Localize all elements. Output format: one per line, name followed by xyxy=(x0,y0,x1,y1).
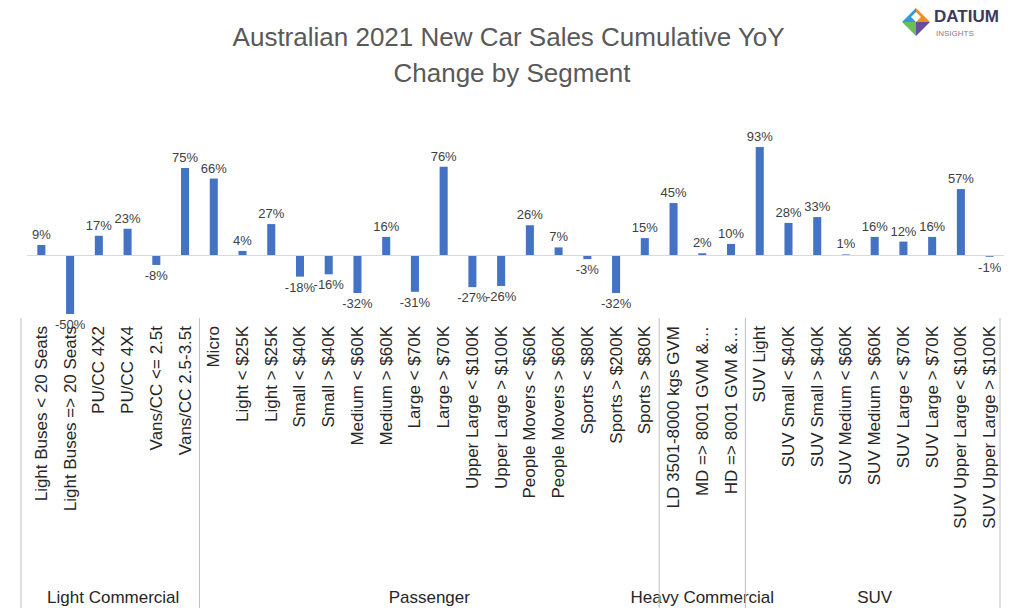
svg-text:10%: 10% xyxy=(718,226,744,241)
svg-text:-32%: -32% xyxy=(342,296,373,311)
svg-text:PU/CC 4X2: PU/CC 4X2 xyxy=(89,326,108,414)
svg-text:SUV Large > $70K: SUV Large > $70K xyxy=(923,325,942,468)
svg-text:2%: 2% xyxy=(693,235,712,250)
svg-text:-31%: -31% xyxy=(400,295,431,310)
svg-text:SUV Medium < $60K: SUV Medium < $60K xyxy=(836,325,855,485)
svg-text:-3%: -3% xyxy=(576,262,600,277)
svg-text:Upper Large > $100K: Upper Large > $100K xyxy=(492,325,511,489)
svg-text:INSIGHTS: INSIGHTS xyxy=(936,29,974,38)
svg-text:76%: 76% xyxy=(431,149,457,164)
svg-text:Sports > $80K: Sports > $80K xyxy=(635,325,654,434)
svg-text:Light < $25K: Light < $25K xyxy=(233,325,252,422)
svg-text:Sports > $200K: Sports > $200K xyxy=(607,325,626,443)
svg-text:28%: 28% xyxy=(775,205,801,220)
svg-text:-32%: -32% xyxy=(601,296,632,311)
svg-text:Upper Large < $100K: Upper Large < $100K xyxy=(463,325,482,489)
svg-text:57%: 57% xyxy=(948,171,974,186)
svg-text:9%: 9% xyxy=(32,227,51,242)
svg-text:People Movers > $60K: People Movers > $60K xyxy=(549,325,568,498)
svg-text:23%: 23% xyxy=(115,211,141,226)
svg-text:Change by Segment: Change by Segment xyxy=(393,58,631,88)
svg-text:15%: 15% xyxy=(632,220,658,235)
svg-text:66%: 66% xyxy=(201,161,227,176)
svg-text:PU/CC 4X4: PU/CC 4X4 xyxy=(118,326,137,414)
svg-text:Medium > $60K: Medium > $60K xyxy=(377,325,396,445)
svg-text:Small > $40K: Small > $40K xyxy=(319,325,338,427)
svg-text:Light > $25K: Light > $25K xyxy=(262,325,281,422)
svg-text:4%: 4% xyxy=(233,233,252,248)
svg-text:16%: 16% xyxy=(919,219,945,234)
svg-text:26%: 26% xyxy=(517,207,543,222)
svg-text:DATIUM: DATIUM xyxy=(934,7,999,26)
svg-text:Micro: Micro xyxy=(204,326,223,368)
svg-text:16%: 16% xyxy=(862,219,888,234)
svg-text:SUV Upper Large > $100K: SUV Upper Large > $100K xyxy=(980,325,999,528)
svg-text:-8%: -8% xyxy=(145,268,169,283)
svg-text:-1%: -1% xyxy=(978,260,1002,275)
svg-text:-26%: -26% xyxy=(486,289,517,304)
svg-text:Light Commercial: Light Commercial xyxy=(47,588,179,607)
svg-text:33%: 33% xyxy=(804,199,830,214)
svg-text:Large < $70K: Large < $70K xyxy=(405,325,424,428)
svg-text:7%: 7% xyxy=(549,229,568,244)
svg-text:Vans/CC 2.5-3.5t: Vans/CC 2.5-3.5t xyxy=(176,326,195,455)
svg-text:Medium < $60K: Medium < $60K xyxy=(348,325,367,445)
svg-text:17%: 17% xyxy=(86,218,112,233)
svg-text:12%: 12% xyxy=(890,224,916,239)
svg-text:MD => 8001 GVM &…: MD => 8001 GVM &… xyxy=(693,326,712,496)
svg-text:Heavy Commercial: Heavy Commercial xyxy=(630,588,774,607)
svg-text:Large > $70K: Large > $70K xyxy=(434,325,453,428)
svg-text:45%: 45% xyxy=(661,185,687,200)
svg-text:Australian 2021 New Car Sales: Australian 2021 New Car Sales Cumulative… xyxy=(233,22,792,52)
svg-text:SUV Upper Large < $100K: SUV Upper Large < $100K xyxy=(951,325,970,528)
svg-text:HD => 8001 GVM &…: HD => 8001 GVM &… xyxy=(722,326,741,494)
svg-text:-27%: -27% xyxy=(457,290,488,305)
svg-text:1%: 1% xyxy=(837,236,856,251)
svg-text:Small < $40K: Small < $40K xyxy=(290,325,309,427)
svg-text:People Movers < $60K: People Movers < $60K xyxy=(520,325,539,498)
svg-text:SUV Large < $70K: SUV Large < $70K xyxy=(894,325,913,468)
svg-text:Sports < $80K: Sports < $80K xyxy=(578,325,597,434)
svg-text:93%: 93% xyxy=(747,129,773,144)
svg-text:16%: 16% xyxy=(373,219,399,234)
svg-text:Light Buses => 20 Seats: Light Buses => 20 Seats xyxy=(61,326,80,511)
svg-text:-16%: -16% xyxy=(314,277,345,292)
svg-text:-18%: -18% xyxy=(285,280,316,295)
svg-text:Light Buses < 20 Seats: Light Buses < 20 Seats xyxy=(32,326,51,501)
svg-text:Vans/CC <= 2.5t: Vans/CC <= 2.5t xyxy=(147,326,166,451)
svg-text:-50%: -50% xyxy=(55,317,86,332)
svg-text:SUV Small < $40K: SUV Small < $40K xyxy=(779,325,798,467)
svg-text:LD 3501-8000 kgs GVM: LD 3501-8000 kgs GVM xyxy=(664,326,683,508)
svg-text:SUV Light: SUV Light xyxy=(750,326,769,403)
svg-text:SUV Medium > $60K: SUV Medium > $60K xyxy=(865,325,884,485)
svg-text:27%: 27% xyxy=(258,206,284,221)
svg-text:75%: 75% xyxy=(172,150,198,165)
svg-text:Passenger: Passenger xyxy=(389,588,471,607)
svg-text:SUV: SUV xyxy=(857,588,893,607)
svg-text:SUV Small > $40K: SUV Small > $40K xyxy=(808,325,827,467)
